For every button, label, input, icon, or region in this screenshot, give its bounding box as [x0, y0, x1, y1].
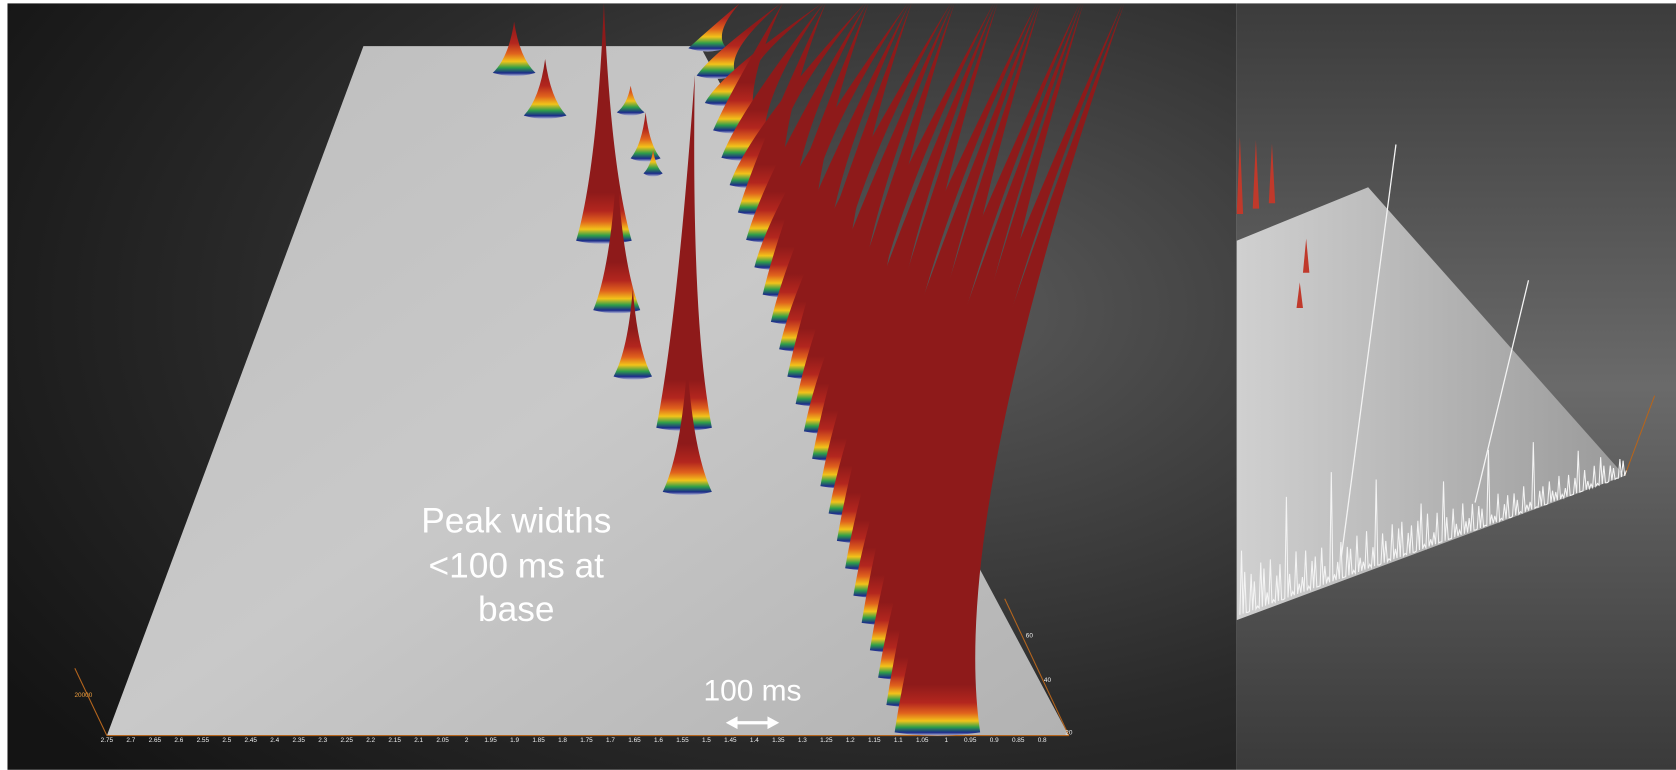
x-tick-label: 1.95 [484, 737, 497, 744]
x-tick-label: 1.1 [894, 737, 903, 744]
scale-bar-label: 100 ms [703, 674, 801, 707]
x-tick-label: 2.65 [149, 737, 162, 744]
x-tick-label: 1.7 [606, 737, 615, 744]
x-tick-label: 1.25 [820, 737, 833, 744]
x-tick-label: 1.85 [532, 737, 545, 744]
x-tick-label: 1 [944, 737, 948, 744]
x-tick-label: 2.05 [436, 737, 449, 744]
x-tick-label: 1.65 [628, 737, 641, 744]
x-tick-label: 1.5 [702, 737, 711, 744]
x-tick-label: 2.15 [388, 737, 401, 744]
visualization: 2.75 2.7 2.65 2.6 2.55 2.5 2.45 2.4 2.35 2.3 2.25 2… [0, 0, 1676, 770]
x-tick-label: 2.7 [126, 737, 135, 744]
x-tick-label: 2.35 [293, 737, 306, 744]
annotation-line: base [478, 590, 554, 629]
annotation-line: <100 ms at [429, 546, 605, 585]
page: 2.75 2.7 2.65 2.6 2.55 2.5 2.45 2.4 2.35 2.3 2.25 2… [0, 0, 1676, 770]
x-tick-label: 2.6 [174, 737, 183, 744]
x-tick-label: 1.35 [772, 737, 785, 744]
x-tick-label: 1.9 [510, 737, 519, 744]
x-tick-label: 1.6 [654, 737, 663, 744]
x-tick-label: 2.4 [270, 737, 279, 744]
x-tick-label: 1.2 [846, 737, 855, 744]
x-tick-label: 1.15 [868, 737, 881, 744]
x-tick-label: 2.55 [197, 737, 210, 744]
x-tick-label: 0.8 [1038, 737, 1047, 744]
x-tick-label: 1.45 [724, 737, 737, 744]
depth-tick-label: 40 [1044, 677, 1052, 684]
x-tick-label: 1.3 [798, 737, 807, 744]
x-tick-label: 2.25 [340, 737, 353, 744]
x-tick-label: 1.05 [916, 737, 929, 744]
x-tick-label: 2.75 [101, 737, 114, 744]
x-tick-label: 1.75 [580, 737, 593, 744]
x-tick-label: 2.3 [318, 737, 327, 744]
x-tick-label: 2.45 [245, 737, 258, 744]
intensity-tick: 20000 [74, 692, 92, 699]
x-tick-label: 2.1 [414, 737, 423, 744]
x-tick-label: 0.95 [964, 737, 977, 744]
x-tick-label: 1.8 [558, 737, 567, 744]
depth-tick-label: 60 [1026, 632, 1034, 639]
annotation-line: Peak widths [421, 502, 611, 541]
x-tick-label: 2 [465, 737, 469, 744]
x-tick-label: 2.2 [366, 737, 375, 744]
depth-tick-label: 20 [1065, 730, 1073, 737]
x-tick-label: 1.4 [750, 737, 759, 744]
x-tick-label: 2.5 [222, 737, 231, 744]
x-tick-label: 1.55 [676, 737, 689, 744]
x-tick-label: 0.85 [1012, 737, 1025, 744]
x-tick-label: 0.9 [990, 737, 999, 744]
